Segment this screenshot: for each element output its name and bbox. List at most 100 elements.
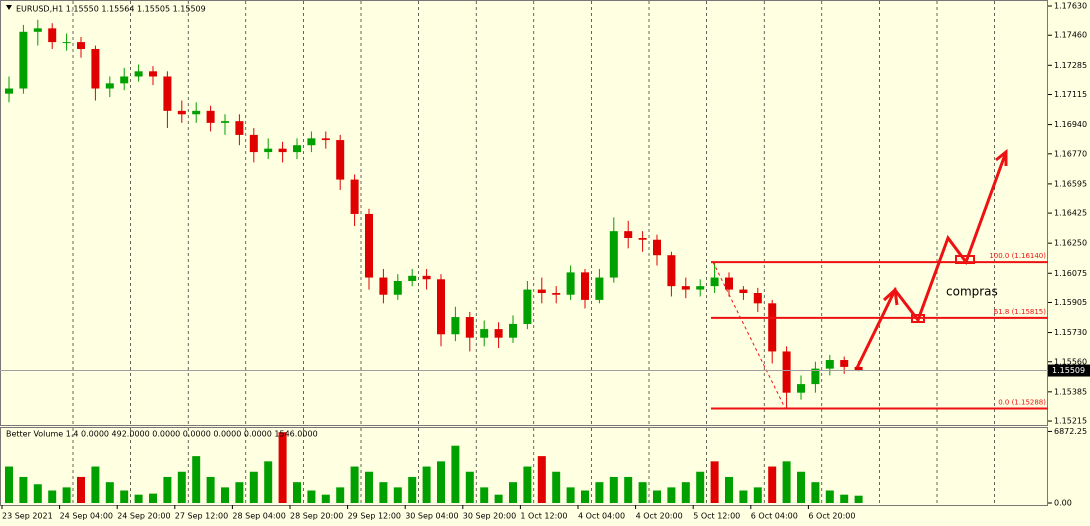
candle-body (753, 293, 762, 304)
candle-body (307, 138, 316, 146)
candle-body (5, 88, 13, 94)
y-tick-label: 1.17630 (1054, 2, 1087, 11)
volume-bar (19, 476, 28, 503)
candle-body (451, 317, 460, 335)
candle-body (422, 275, 431, 280)
candle-body (667, 255, 676, 287)
y-tick-label: 1.16075 (1054, 269, 1087, 278)
chart-title: EURUSD,H1 1.15550 1.15564 1.15505 1.1550… (16, 5, 206, 14)
x-tick-label: 30 Sep 20:00 (463, 512, 516, 521)
volume-bar (653, 490, 661, 503)
volume-bar (307, 490, 316, 503)
candle-body (120, 76, 129, 84)
volume-bar (91, 466, 100, 503)
annotation: compras (946, 285, 998, 299)
x-tick-label: 24 Sep 04:00 (60, 512, 113, 521)
candle-body (840, 360, 849, 367)
volume-bar (725, 476, 733, 503)
candle-body (365, 213, 373, 278)
candle-body (739, 289, 748, 294)
volume-bar (293, 482, 301, 503)
candle-body (149, 71, 157, 77)
candle-body (163, 76, 172, 111)
candle-body (379, 277, 388, 295)
volume-bar (350, 466, 359, 503)
candle-body (437, 279, 445, 335)
volume-bar (163, 476, 172, 503)
candle-body (350, 179, 359, 214)
volume-bar (437, 461, 445, 503)
candle-body (77, 42, 85, 49)
volume-bar (77, 476, 85, 503)
volume-bar (134, 494, 143, 503)
candle-body (768, 303, 777, 352)
candle-body (48, 28, 57, 43)
x-tick-label: 28 Sep 20:00 (290, 512, 343, 521)
candle-body (681, 286, 690, 290)
candle-body (480, 329, 489, 338)
candle-body (624, 231, 633, 239)
candle-body (797, 384, 805, 393)
volume-panel (0, 427, 1048, 506)
v-tick-label: 0.00 (1054, 499, 1072, 508)
volume-bar (336, 487, 345, 503)
y-tick-label: 1.17285 (1054, 61, 1087, 70)
price-tag (1048, 364, 1090, 377)
candle-body (782, 351, 791, 393)
candle-body (696, 286, 705, 290)
volume-bar (696, 471, 705, 503)
candle-body (221, 121, 229, 123)
candle-body (811, 368, 820, 385)
candle-body (710, 277, 719, 287)
fib-label: 0.0 (1.15288) (998, 399, 1046, 407)
candle-body (321, 138, 330, 141)
x-tick-label: 27 Sep 12:00 (175, 512, 228, 521)
candle-body (62, 42, 71, 44)
volume-bar (681, 482, 690, 503)
candle-body (566, 272, 575, 295)
volume-bar (5, 466, 13, 503)
volume-bar (149, 493, 157, 503)
volume-bar (753, 487, 762, 503)
y-tick-label: 1.16770 (1054, 149, 1087, 158)
volume-bar (48, 490, 57, 503)
candle-body (552, 293, 561, 295)
volume-bar (768, 466, 777, 503)
volume-bar (581, 490, 589, 503)
candle-body (523, 289, 532, 324)
volume-bar (494, 494, 503, 503)
candle-body (293, 145, 301, 153)
volume-bar (264, 461, 273, 503)
volume-bar (62, 487, 71, 503)
volume-bar (509, 482, 517, 503)
x-tick-label: 4 Oct 04:00 (578, 512, 625, 521)
y-tick-label: 1.16250 (1054, 239, 1087, 248)
candle-body (638, 238, 647, 240)
fib-label: 61.8 (1.15815) (994, 308, 1046, 316)
y-tick-label: 1.15385 (1054, 387, 1087, 396)
volume-bar (624, 476, 633, 503)
candle-body (192, 110, 201, 115)
y-tick-label: 1.15905 (1054, 298, 1087, 307)
volume-bar (840, 494, 849, 503)
volume-bar (33, 484, 42, 503)
volume-bar (667, 487, 676, 503)
volume-bar (480, 487, 489, 503)
volume-bar (566, 487, 575, 503)
candle-body (206, 110, 215, 123)
price-tag-label: 1.15509 (1052, 366, 1085, 375)
volume-bar (422, 466, 431, 503)
candle-body (537, 289, 546, 294)
candle-body (825, 360, 834, 369)
x-tick-label: 24 Sep 20:00 (117, 512, 170, 521)
volume-bar (609, 476, 618, 503)
y-tick-label: 1.17460 (1054, 31, 1087, 40)
volume-bar (105, 482, 114, 503)
y-tick-label: 1.17115 (1054, 90, 1087, 99)
x-tick-label: 5 Oct 12:00 (693, 512, 740, 521)
volume-bar (235, 482, 244, 503)
menu-triangle (6, 5, 12, 10)
candle-body (264, 148, 273, 153)
candle-body (725, 277, 733, 290)
volume-bar (739, 490, 748, 503)
